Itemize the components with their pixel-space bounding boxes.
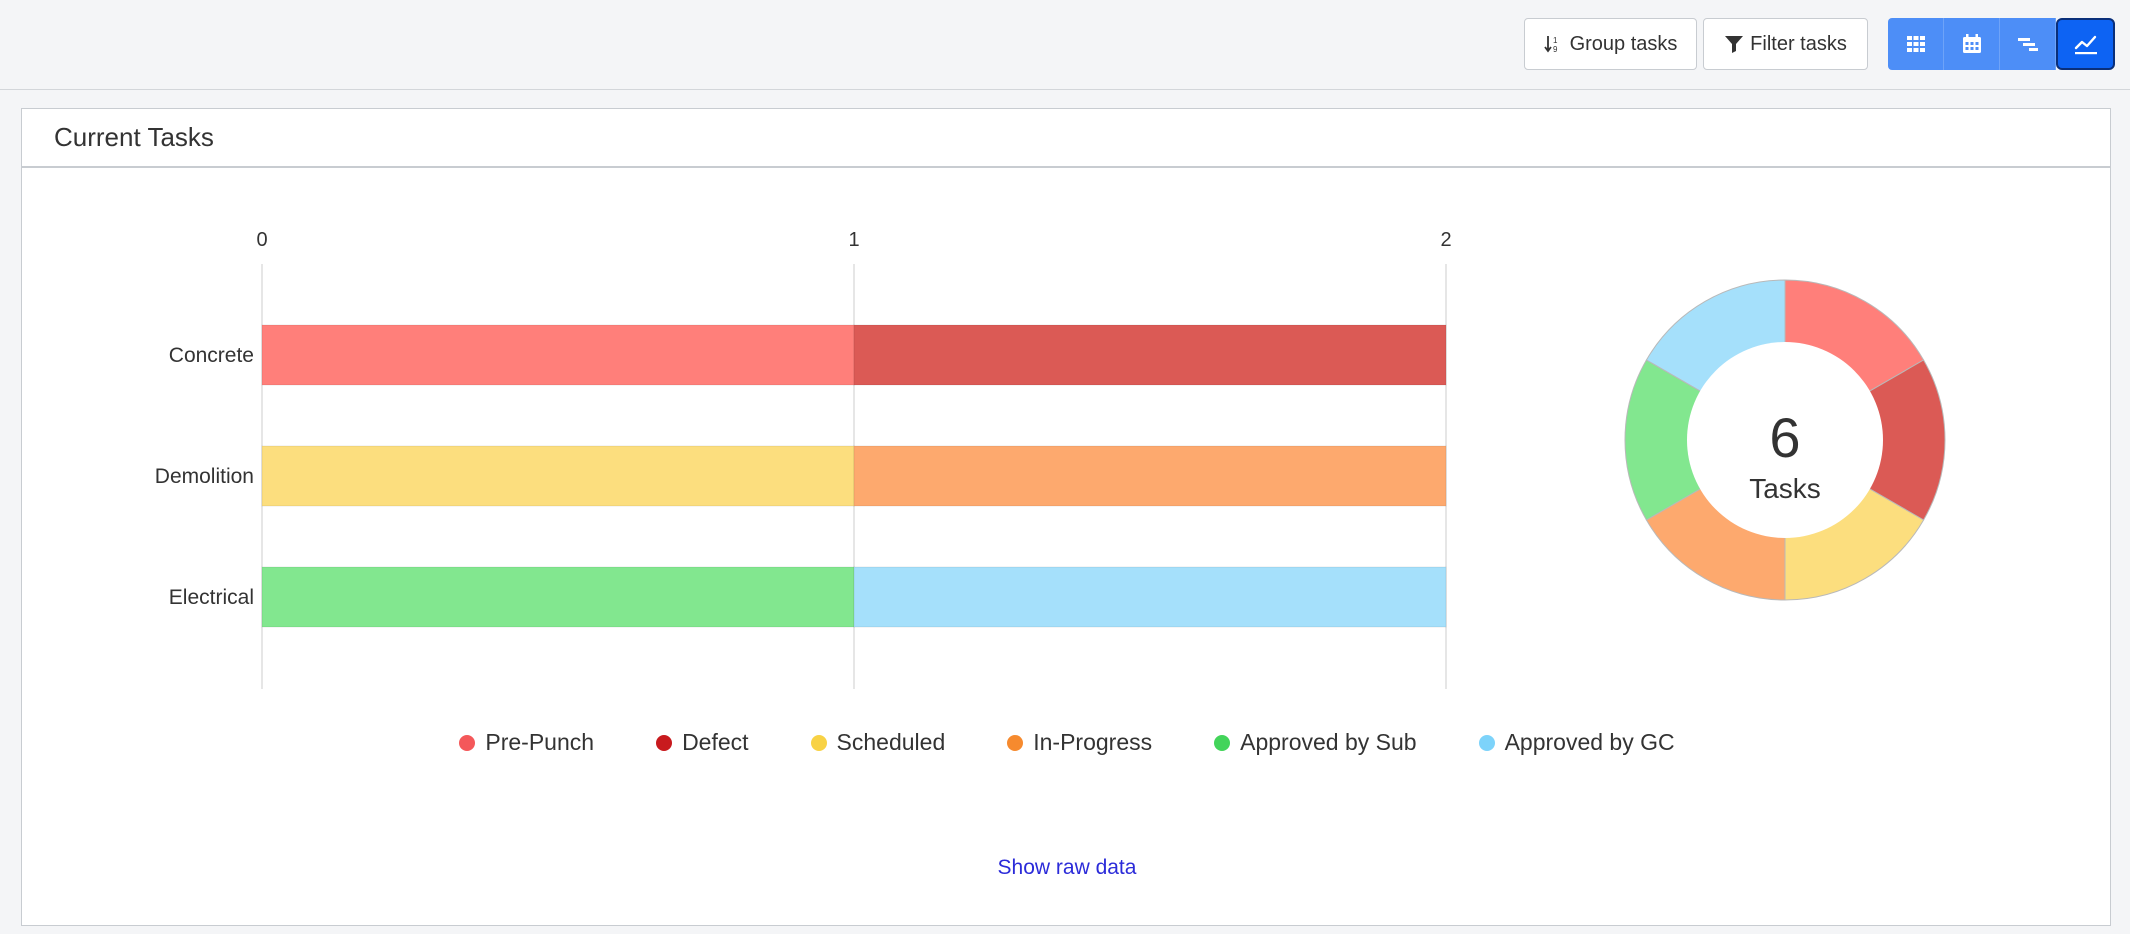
calendar-view-button[interactable] bbox=[1944, 18, 2000, 70]
bar-segment[interactable] bbox=[853, 445, 1447, 507]
current-tasks-panel: Current Tasks 0 1 2 Concrete Demolition Elec… bbox=[21, 108, 2111, 926]
legend-label: Approved by Sub bbox=[1240, 729, 1417, 755]
legend-item[interactable]: Defect bbox=[656, 729, 749, 756]
view-switcher bbox=[1888, 18, 2115, 70]
grid-view-icon bbox=[1906, 36, 1925, 52]
show-raw-data-link[interactable]: Show raw data bbox=[997, 856, 1137, 879]
group-tasks-button[interactable]: 1 9 Group tasks bbox=[1524, 18, 1697, 70]
bar-segment[interactable] bbox=[853, 324, 1447, 386]
chart-view-icon bbox=[2074, 35, 2097, 55]
legend-label: Defect bbox=[682, 729, 749, 755]
legend-item[interactable]: Approved by Sub bbox=[1214, 729, 1417, 756]
legend-dot bbox=[1478, 734, 1495, 751]
category-label: Concrete bbox=[169, 344, 254, 367]
legend-item[interactable]: In-Progress bbox=[1007, 729, 1152, 756]
legend-item[interactable]: Scheduled bbox=[810, 729, 946, 756]
legend-item[interactable]: Pre-Punch bbox=[459, 729, 594, 756]
group-tasks-label: Group tasks bbox=[1569, 32, 1678, 55]
legend-dot bbox=[459, 734, 476, 751]
donut-hole bbox=[1687, 342, 1883, 538]
gantt-view-icon bbox=[2017, 38, 2038, 51]
toolbar: 1 9 Group tasks Filter tasks bbox=[0, 0, 2130, 90]
category-label: Electrical bbox=[169, 586, 254, 609]
legend-dot bbox=[1214, 734, 1231, 751]
panel-header: Current Tasks bbox=[22, 109, 2110, 168]
filter-tasks-label: Filter tasks bbox=[1750, 32, 1847, 55]
panel-title: Current Tasks bbox=[54, 122, 214, 152]
grid-view-button[interactable] bbox=[1888, 18, 1944, 70]
legend-label: Pre-Punch bbox=[485, 729, 595, 755]
x-tick-label: 2 bbox=[1440, 229, 1451, 251]
x-tick-label: 0 bbox=[256, 229, 267, 251]
legend-label: Scheduled bbox=[836, 729, 946, 755]
legend-item[interactable]: Approved by GC bbox=[1478, 729, 1675, 756]
gantt-view-button[interactable] bbox=[2000, 18, 2056, 70]
calendar-view-icon bbox=[1962, 34, 1981, 53]
legend-dot bbox=[1007, 734, 1024, 751]
chart-legend: Pre-Punch Defect Scheduled In-Progress Appro… bbox=[22, 729, 2112, 756]
svg-text:1: 1 bbox=[1553, 36, 1558, 45]
legend-dot bbox=[810, 734, 827, 751]
category-label: Demolition bbox=[155, 465, 254, 488]
legend-label: Approved by GC bbox=[1504, 729, 1675, 755]
bar-segment[interactable] bbox=[261, 566, 855, 628]
filter-icon bbox=[1725, 36, 1744, 53]
x-tick-label: 1 bbox=[848, 229, 859, 251]
svg-text:9: 9 bbox=[1553, 45, 1558, 54]
bar-segment[interactable] bbox=[261, 445, 855, 507]
task-chart-canvas: 0 1 2 Concrete Demolition Electrical 6 Tasks bbox=[155, 229, 1946, 689]
legend-dot bbox=[656, 734, 673, 751]
chart-view-button[interactable] bbox=[2056, 18, 2115, 70]
legend-label: In-Progress bbox=[1033, 729, 1153, 755]
bar-segment[interactable] bbox=[853, 566, 1447, 628]
sort-az-icon: 1 9 bbox=[1543, 36, 1558, 54]
bar-segment[interactable] bbox=[261, 324, 855, 386]
donut-center-label: Tasks bbox=[1749, 473, 1821, 504]
filter-tasks-button[interactable]: Filter tasks bbox=[1703, 18, 1868, 70]
donut-center-value: 6 bbox=[1769, 406, 1800, 469]
